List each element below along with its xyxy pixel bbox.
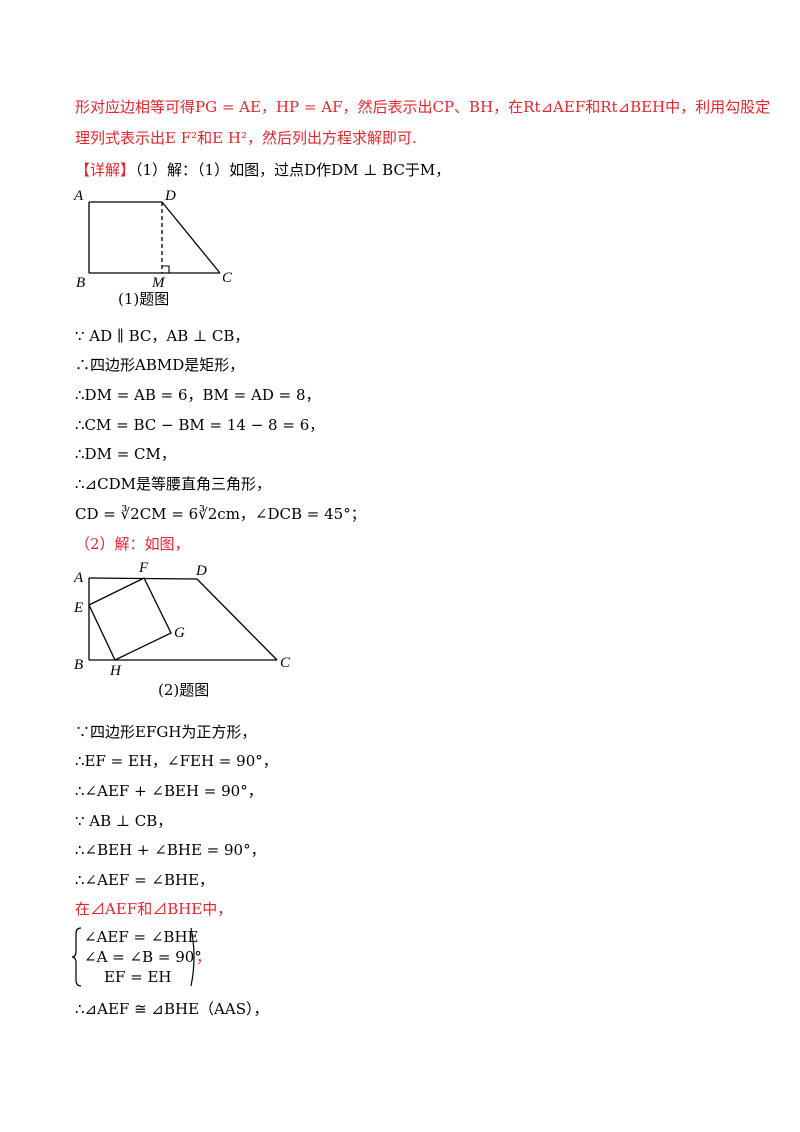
conclusion-line: ∴⊿AEF ≅ ⊿BHE（AAS），: [75, 1000, 269, 1018]
brace-svg: [72, 927, 195, 987]
p2-line-3: ∴∠AEF + ∠BEH = 90°，: [75, 782, 263, 800]
figure-1: A D B M C: [73, 188, 233, 291]
p1-line-2: ∴四边形ABMD是矩形，: [75, 356, 245, 374]
p2-line-2: ∴EF = EH，∠FEH = 90°，: [75, 752, 278, 770]
p1-line-7: CD = ∛2CM = 6∛2cm，∠DCB = 45°；: [75, 505, 366, 523]
p1-line-6: ∴⊿CDM是等腰直角三角形，: [75, 475, 271, 493]
p1-line-3: ∴DM = AB = 6，BM = AD = 8，: [75, 386, 321, 404]
fig2-edge-dc: [196, 578, 278, 661]
intro-line-2: 理列式表示出E F²和E H²，然后列出方程求解即可.: [75, 129, 417, 147]
fig1-right-angle-mark: [162, 265, 170, 273]
fig2-label-c: C: [280, 655, 291, 671]
fig1-label-d: D: [164, 188, 176, 204]
detail-tag: 【详解】: [75, 161, 136, 179]
right-paren: [190, 927, 195, 987]
p2-line-7: 在⊿AEF和⊿BHE中，: [75, 900, 233, 918]
p1-line-5: ∴DM = CM，: [75, 445, 176, 463]
p2-line-6: ∴∠AEF = ∠BHE，: [75, 871, 215, 889]
fig1-edge-dc: [161, 201, 221, 274]
intro-line-1: 形对应边相等可得PG = AE，HP = AF，然后表示出CP、BH，在Rt⊿A…: [75, 98, 771, 116]
detail-text: （1）解：（1）如图，过点D作DM ⊥ BC于M，: [135, 161, 451, 179]
fig2-label-b: B: [74, 657, 83, 673]
fig2-label-a: A: [73, 570, 84, 586]
system-tail: ，: [196, 948, 212, 966]
fig2-label-g: G: [174, 625, 185, 641]
fig2-label-e: E: [73, 600, 83, 616]
p2-line-5: ∴∠BEH + ∠BHE = 90°，: [75, 841, 266, 859]
system-row-1: ∠AEF = ∠BHE: [84, 928, 199, 946]
fig1-label-b: B: [76, 275, 85, 291]
figure-2-caption: (2)题图: [158, 681, 210, 699]
figure-2: A F D E G B H C: [73, 560, 291, 679]
equation-system: ∠AEF = ∠BHE ∠A = ∠B = 90° EF = EH ，: [72, 926, 211, 988]
fig1-label-c: C: [222, 270, 233, 286]
p2-line-4: ∵ AB ⊥ CB，: [75, 812, 173, 830]
fig2-square-efgh: [88, 577, 172, 661]
fig2-label-f: F: [138, 560, 149, 576]
system-row-2: ∠A = ∠B = 90°: [84, 948, 202, 966]
fig2-label-h: H: [109, 663, 122, 679]
detail-line: 【详解】（1）解：（1）如图，过点D作DM ⊥ BC于M，: [75, 160, 450, 180]
part2-heading: （2）解：如图，: [75, 535, 190, 553]
fig1-label-m: M: [151, 275, 166, 291]
p1-line-1: ∵ AD ∥ BC，AB ⊥ CB，: [75, 327, 250, 345]
fig1-label-a: A: [73, 188, 84, 204]
p1-line-4: ∴CM = BC − BM = 14 − 8 = 6，: [75, 416, 325, 434]
system-row-3: EF = EH: [104, 968, 172, 986]
figure-1-caption: (1)题图: [118, 290, 170, 308]
left-brace: [72, 927, 82, 987]
p2-line-1: ∵四边形EFGH为正方形，: [75, 723, 257, 741]
fig2-label-d: D: [195, 563, 207, 579]
